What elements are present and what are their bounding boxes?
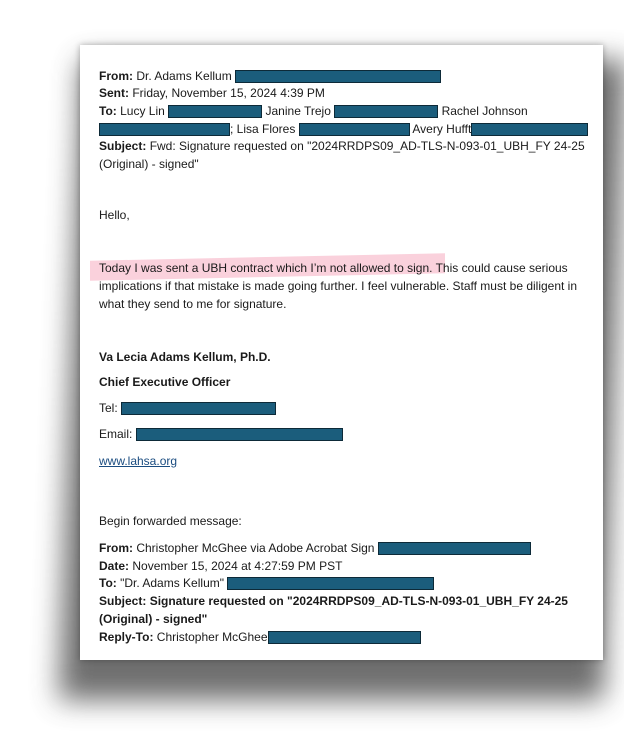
fwd-from-line: From: Christopher McGhee via Adobe Acrob… [99, 541, 531, 555]
body-line: what they send to me for signature. [99, 297, 287, 311]
label: Tel: [99, 401, 118, 415]
redaction [471, 123, 589, 136]
recipient: ; Lisa Flores [230, 122, 296, 136]
redaction [99, 123, 230, 136]
fwd-reply-line: Reply-To: Christopher McGhee [99, 630, 421, 644]
label: Reply-To: [99, 630, 154, 644]
recipient: "Dr. Adams Kellum" [120, 576, 224, 590]
sent-date: Friday, November 15, 2024 4:39 PM [132, 86, 325, 100]
label: From: [99, 69, 133, 83]
subject-line: Subject: Fwd: Signature requested on "20… [99, 139, 585, 153]
label: To: [99, 576, 117, 590]
recipient: Lucy Lin [120, 104, 165, 118]
email-document: From: Dr. Adams Kellum Sent: Friday, Nov… [80, 45, 603, 660]
fwd-subject-line: Subject: Signature requested on "2024RRD… [99, 594, 568, 608]
recipient: Janine Trejo [265, 104, 331, 118]
redaction [267, 631, 421, 644]
from-name: Dr. Adams Kellum [136, 69, 232, 83]
label: From: [99, 541, 133, 555]
website-link[interactable]: www.lahsa.org [99, 454, 178, 468]
website-line: www.lahsa.org [99, 454, 177, 468]
recipient: Rachel Johnson [441, 104, 528, 118]
recipient: Avery Hufft [412, 122, 472, 136]
to-line: To: Lucy Lin Janine Trejo Rachel Johnson [99, 104, 528, 118]
from-name: Christopher McGhee via Adobe Acrobat Sig… [136, 541, 375, 555]
redaction [377, 542, 531, 555]
label: To: [99, 104, 117, 118]
greeting: Hello, [99, 208, 130, 222]
redaction [227, 577, 435, 590]
redaction [334, 105, 439, 118]
reply-to-name: Christopher McGhee [156, 630, 268, 644]
redaction [235, 70, 442, 83]
redaction [121, 402, 277, 415]
fwd-to-line: To: "Dr. Adams Kellum" [99, 576, 435, 590]
sent-line: Sent: Friday, November 15, 2024 4:39 PM [99, 86, 325, 100]
tel-line: Tel: [99, 401, 277, 415]
redaction [168, 105, 263, 118]
redaction [135, 428, 343, 441]
signature-name: Va Lecia Adams Kellum, Ph.D. [99, 350, 271, 364]
body-line: implications if that mistake is made goi… [99, 279, 578, 293]
from-line: From: Dr. Adams Kellum [99, 69, 442, 83]
subject: Signature requested on "2024RRDPS09_AD-T… [149, 594, 568, 608]
label: Subject: [99, 139, 147, 153]
forward-intro: Begin forwarded message: [99, 514, 242, 528]
to-line-2: ; Lisa Flores Avery Hufft [99, 122, 589, 136]
date: November 15, 2024 at 4:27:59 PM PST [132, 559, 343, 573]
subject-cont: (Original) - signed" [99, 612, 208, 626]
email-line: Email: [99, 427, 343, 441]
signature-title: Chief Executive Officer [99, 375, 231, 389]
label: Sent: [99, 86, 129, 100]
redaction [298, 123, 410, 136]
subject: Fwd: Signature requested on "2024RRDPS09… [149, 139, 585, 153]
label: Email: [99, 427, 133, 441]
fwd-date-line: Date: November 15, 2024 at 4:27:59 PM PS… [99, 559, 342, 573]
body-line: Today I was sent a UBH contract which I’… [99, 261, 568, 275]
label: Date: [99, 559, 130, 573]
label: Subject: [99, 594, 147, 608]
subject-cont: (Original) - signed" [99, 157, 199, 171]
